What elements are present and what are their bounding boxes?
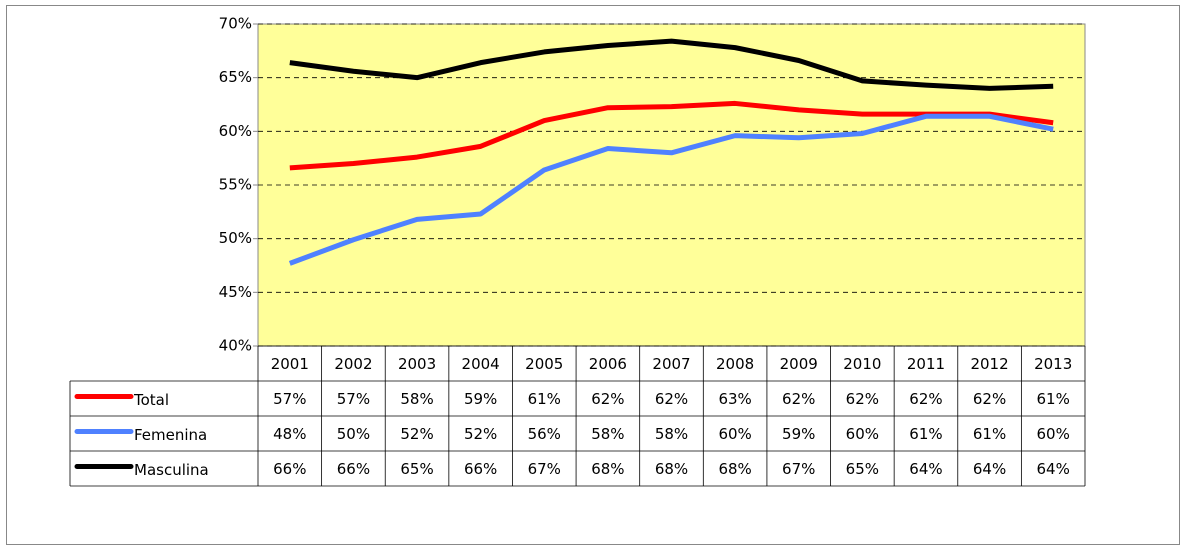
data-label: 67% [782,460,815,478]
data-label: 50% [337,425,370,443]
x-tick-label: 2013 [1034,355,1072,373]
x-tick-label: 2011 [907,355,945,373]
y-tick-label: 45% [219,283,252,301]
data-label: 62% [782,390,815,408]
data-label: 64% [1037,460,1070,478]
y-tick-label: 50% [219,229,252,247]
x-tick-label: 2002 [334,355,372,373]
x-tick-label: 2001 [271,355,309,373]
data-label: 66% [464,460,497,478]
data-label: 61% [528,390,561,408]
data-label: 62% [846,390,879,408]
data-label: 56% [528,425,561,443]
data-label: 62% [973,390,1006,408]
x-tick-label: 2008 [716,355,754,373]
x-tick-label: 2012 [970,355,1008,373]
data-label: 66% [273,460,306,478]
data-label: 62% [591,390,624,408]
y-tick-label: 65% [219,68,252,86]
data-label: 64% [909,460,942,478]
data-label: 68% [591,460,624,478]
y-tick-label: 40% [219,337,252,355]
data-label: 60% [1037,425,1070,443]
x-tick-label: 2004 [462,355,500,373]
data-label: 62% [909,390,942,408]
series-line [288,113,1054,266]
data-label: 63% [718,390,751,408]
data-label: 57% [273,390,306,408]
data-label: 68% [718,460,751,478]
data-label: 61% [973,425,1006,443]
data-label: 52% [400,425,433,443]
data-label: 68% [655,460,688,478]
y-tick-label: 60% [219,122,252,140]
legend-label: Femenina [134,426,207,444]
legend-label: Masculina [134,461,209,479]
data-label: 59% [782,425,815,443]
data-label: 60% [846,425,879,443]
legend-label: Total [133,391,169,409]
data-label: 65% [400,460,433,478]
data-label: 60% [718,425,751,443]
data-label: 58% [400,390,433,408]
x-tick-label: 2009 [780,355,818,373]
data-label: 58% [655,425,688,443]
data-label: 58% [591,425,624,443]
data-label: 67% [528,460,561,478]
x-tick-label: 2005 [525,355,563,373]
data-label: 48% [273,425,306,443]
data-label: 65% [846,460,879,478]
y-tick-label: 70% [219,15,252,33]
x-tick-label: 2010 [843,355,881,373]
data-label: 61% [1037,390,1070,408]
series-line [289,38,1054,91]
data-label: 61% [909,425,942,443]
x-tick-label: 2007 [652,355,690,373]
data-label: 62% [655,390,688,408]
data-label: 66% [337,460,370,478]
x-tick-label: 2006 [589,355,627,373]
x-tick-label: 2003 [398,355,436,373]
data-label: 57% [337,390,370,408]
data-label: 64% [973,460,1006,478]
data-label: 52% [464,425,497,443]
y-tick-label: 55% [219,176,252,194]
data-label: 59% [464,390,497,408]
